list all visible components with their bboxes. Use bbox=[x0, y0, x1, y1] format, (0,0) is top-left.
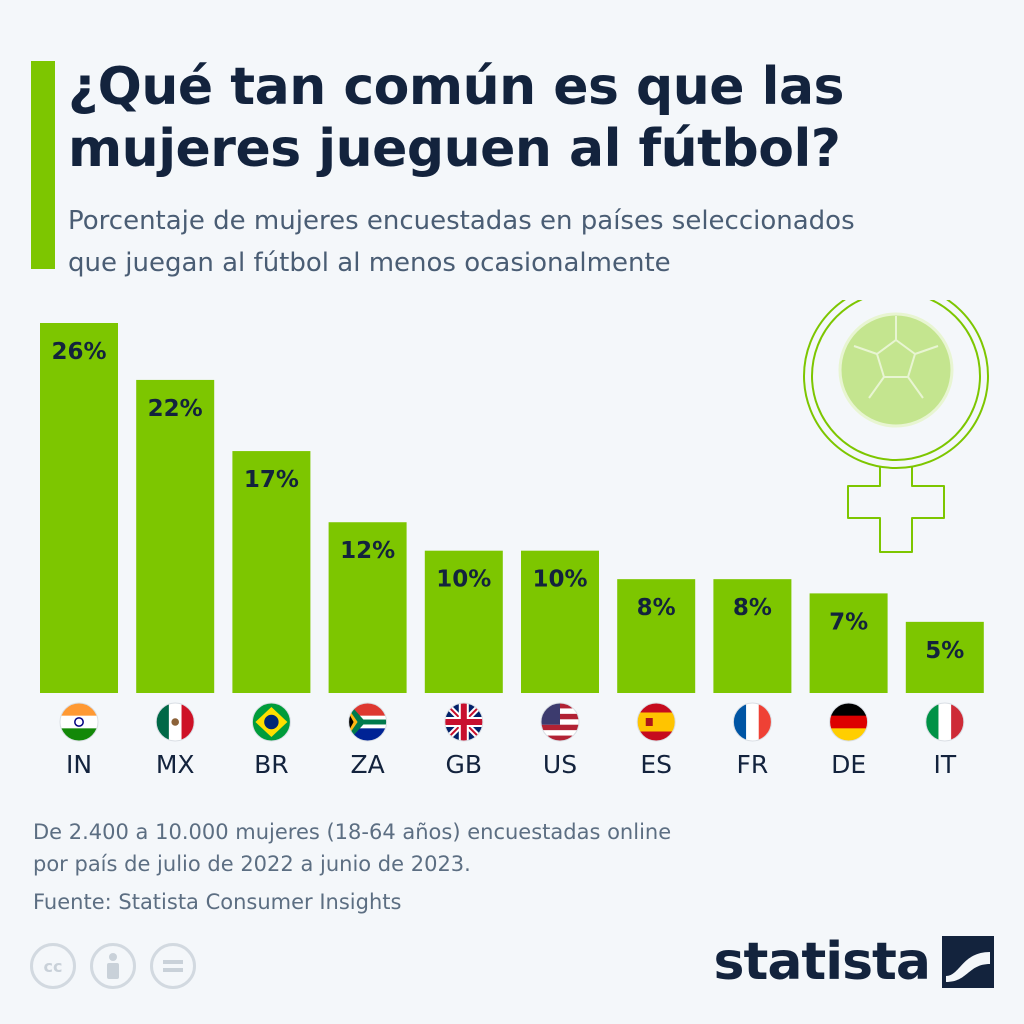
bar-za[interactable] bbox=[328, 522, 407, 693]
data-label-mx: 22% bbox=[148, 396, 203, 422]
note-line-2: por país de julio de 2022 a junio de 202… bbox=[33, 852, 471, 876]
bar-de[interactable] bbox=[809, 593, 888, 693]
data-label-in: 26% bbox=[51, 339, 106, 365]
data-label-za: 12% bbox=[340, 538, 395, 564]
tick-label-br: BR bbox=[254, 750, 289, 779]
statista-logo-icon bbox=[942, 936, 994, 988]
tick-label-za: ZA bbox=[350, 750, 384, 779]
tick-label-es: ES bbox=[640, 750, 672, 779]
data-label-us: 10% bbox=[532, 567, 587, 593]
bar-fr[interactable] bbox=[713, 579, 792, 693]
attribution-icon[interactable] bbox=[90, 943, 136, 989]
page-title: ¿Qué tan común es que las mujeres juegue… bbox=[68, 56, 998, 180]
flag-us-icon bbox=[540, 702, 580, 742]
flag-de-icon bbox=[829, 702, 869, 742]
flag-gb-icon bbox=[444, 702, 484, 742]
bar-us[interactable] bbox=[521, 550, 599, 693]
flag-es-icon bbox=[636, 702, 676, 742]
subtitle: Porcentaje de mujeres encuestadas en paí… bbox=[68, 200, 1008, 284]
subtitle-line-1: Porcentaje de mujeres encuestadas en paí… bbox=[68, 206, 855, 236]
bar-mx[interactable] bbox=[136, 379, 215, 693]
source-line: Fuente: Statista Consumer Insights bbox=[33, 890, 402, 914]
female-football-icon bbox=[803, 300, 989, 553]
title-line-2: mujeres jueguen al fútbol? bbox=[68, 119, 841, 179]
data-label-fr: 8% bbox=[733, 595, 772, 621]
flag-mx-icon bbox=[155, 702, 195, 742]
data-label-br: 17% bbox=[244, 467, 299, 493]
license-icons: cc bbox=[30, 943, 196, 989]
tick-label-gb: GB bbox=[446, 750, 483, 779]
title-accent-bar bbox=[31, 61, 55, 269]
tick-label-fr: FR bbox=[737, 750, 769, 779]
statista-logo[interactable]: statista bbox=[714, 932, 994, 992]
tick-label-in: IN bbox=[66, 750, 92, 779]
data-label-gb: 10% bbox=[436, 567, 491, 593]
flag-in-icon bbox=[59, 702, 99, 742]
tick-label-us: US bbox=[543, 750, 577, 779]
brand-name: statista bbox=[713, 932, 931, 992]
survey-note: De 2.400 a 10.000 mujeres (18-64 años) e… bbox=[33, 816, 793, 918]
data-label-it: 5% bbox=[925, 638, 964, 664]
flag-fr-icon bbox=[732, 702, 772, 742]
title-line-1: ¿Qué tan común es que las bbox=[68, 57, 845, 117]
flag-za-icon bbox=[348, 702, 388, 742]
bar-in[interactable] bbox=[40, 323, 118, 693]
tick-label-it: IT bbox=[933, 750, 956, 779]
bar-br[interactable] bbox=[232, 451, 311, 693]
bar-es[interactable] bbox=[617, 579, 696, 693]
cc-icon[interactable]: cc bbox=[30, 943, 76, 989]
flag-br-icon bbox=[251, 702, 291, 742]
bar-chart: 26% IN 22% MX 17% BR 12% ZA 10% GB 10% US 8% ES 8% FR 7%… bbox=[40, 300, 989, 779]
subtitle-line-2: que juegan al fútbol al menos ocasionalm… bbox=[68, 248, 671, 278]
tick-label-de: DE bbox=[831, 750, 866, 779]
bar-it[interactable] bbox=[905, 621, 984, 693]
tick-label-mx: MX bbox=[156, 750, 195, 779]
note-line-1: De 2.400 a 10.000 mujeres (18-64 años) e… bbox=[33, 820, 672, 844]
flag-it-icon bbox=[925, 702, 965, 742]
data-label-es: 8% bbox=[637, 595, 676, 621]
data-label-de: 7% bbox=[829, 609, 868, 635]
bar-gb[interactable] bbox=[424, 550, 503, 693]
no-derivatives-icon[interactable] bbox=[150, 943, 196, 989]
